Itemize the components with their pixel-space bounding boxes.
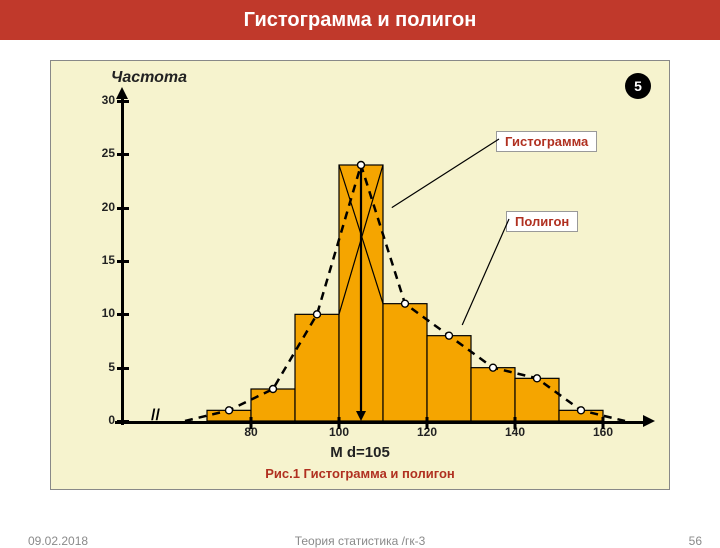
polygon-marker <box>490 364 497 371</box>
chart-container: Частота 5 Гистограмма Полигон // 0510152… <box>50 60 670 490</box>
median-label: M d=105 <box>51 444 669 461</box>
polygon-marker <box>358 162 365 169</box>
x-tick-mark <box>338 417 341 429</box>
y-tick-mark <box>117 100 129 103</box>
callout-line <box>392 139 499 208</box>
polygon-marker <box>314 311 321 318</box>
x-tick-mark <box>514 417 517 429</box>
y-tick-mark <box>117 313 129 316</box>
y-tick-label: 25 <box>81 146 115 160</box>
polygon-marker <box>226 407 233 414</box>
x-tick-mark <box>250 417 253 429</box>
y-tick-label: 30 <box>81 93 115 107</box>
histogram-bar <box>471 368 515 421</box>
chart-svg <box>121 101 641 427</box>
y-tick-mark <box>117 207 129 210</box>
footer-center: Теория статистика /гк-3 <box>295 534 426 548</box>
page-title: Гистограмма и полигон <box>244 9 477 32</box>
y-tick-mark <box>117 420 129 423</box>
y-tick-label: 15 <box>81 253 115 267</box>
y-axis-arrow-icon <box>116 87 128 99</box>
polygon-marker <box>578 407 585 414</box>
y-tick-label: 20 <box>81 200 115 214</box>
axis-break-icon: // <box>151 407 160 425</box>
figure-caption: Рис.1 Гистограмма и полигон <box>51 466 669 481</box>
x-axis-arrow-icon <box>643 415 655 427</box>
title-bar: Гистограмма и полигон <box>0 0 720 40</box>
y-tick-label: 0 <box>81 413 115 427</box>
slide-number-badge: 5 <box>625 73 651 99</box>
x-tick-mark <box>426 417 429 429</box>
y-tick-mark <box>117 367 129 370</box>
y-tick-mark <box>117 153 129 156</box>
histogram-bar <box>295 314 339 421</box>
x-tick-mark <box>602 417 605 429</box>
histogram-bar <box>427 336 471 421</box>
y-tick-label: 10 <box>81 306 115 320</box>
y-tick-mark <box>117 260 129 263</box>
y-tick-label: 5 <box>81 360 115 374</box>
plot-area: // 05101520253080100120140160 <box>121 101 641 421</box>
histogram-bar <box>515 378 559 421</box>
polygon-marker <box>270 386 277 393</box>
callout-line <box>462 219 509 325</box>
footer-date: 09.02.2018 <box>28 534 88 548</box>
polygon-marker <box>534 375 541 382</box>
footer-page: 56 <box>689 534 702 548</box>
y-axis-label: Частота <box>111 69 187 87</box>
polygon-marker <box>446 332 453 339</box>
histogram-bar <box>383 304 427 421</box>
polygon-marker <box>402 300 409 307</box>
histogram-bar <box>251 389 295 421</box>
